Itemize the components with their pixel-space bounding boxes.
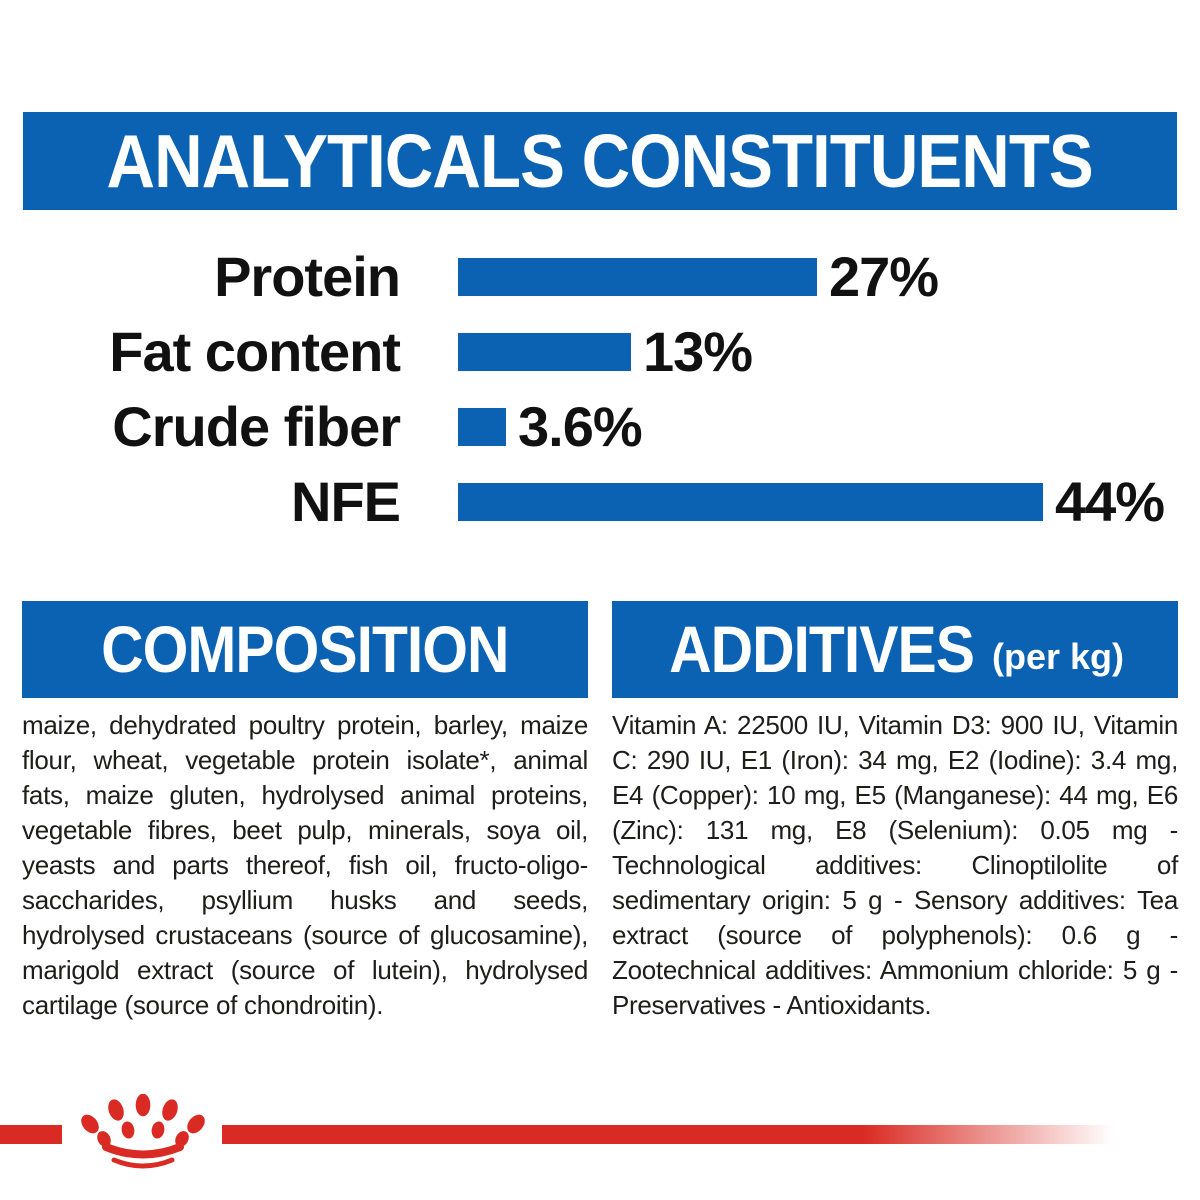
chart-row: Protein 27% xyxy=(0,239,1200,314)
chart-value-label: 44% xyxy=(1055,470,1165,533)
chart-bar xyxy=(458,257,817,296)
composition-title: COMPOSITION xyxy=(101,612,509,687)
red-band-left-segment xyxy=(0,1125,62,1144)
additives-header-bar: ADDITIVES (per kg) xyxy=(612,601,1178,698)
chart-bar xyxy=(458,407,506,446)
analyticals-header-bar: ANALYTICALS CONSTITUENTS xyxy=(23,112,1177,210)
chart-category-label: NFE xyxy=(291,470,401,533)
constituents-chart: Protein 27% Fat content 13% Crude fiber 3.6% N… xyxy=(0,239,1200,539)
additives-per-kg-label: (per kg) xyxy=(992,635,1125,677)
chart-category-label: Protein xyxy=(214,245,401,308)
composition-body-text: maize, dehydrated poultry protein, barle… xyxy=(22,710,588,1020)
composition-section: COMPOSITION maize, dehydrated poultry pr… xyxy=(22,601,588,1023)
info-columns: COMPOSITION maize, dehydrated poultry pr… xyxy=(22,601,1178,1023)
chart-row: NFE 44% xyxy=(0,464,1200,539)
chart-category-label: Fat content xyxy=(109,320,401,383)
chart-value-label: 13% xyxy=(643,320,753,383)
additives-title: ADDITIVES xyxy=(669,612,975,687)
chart-row: Fat content 13% xyxy=(0,314,1200,389)
chart-bar xyxy=(458,332,631,371)
chart-row: Crude fiber 3.6% xyxy=(0,389,1200,464)
composition-header-bar: COMPOSITION xyxy=(22,601,588,698)
red-band-right-segment xyxy=(222,1125,1113,1144)
royal-canin-crown-icon xyxy=(81,1094,205,1169)
analyticals-title: ANALYTICALS CONSTITUENTS xyxy=(106,118,1094,204)
chart-value-label: 3.6% xyxy=(518,395,643,458)
additives-body-text: Vitamin A: 22500 IU, Vitamin D3: 900 IU,… xyxy=(612,710,1178,1020)
chart-value-label: 27% xyxy=(829,245,939,308)
additives-section: ADDITIVES (per kg) Vitamin A: 22500 IU, … xyxy=(612,601,1178,1023)
chart-category-label: Crude fiber xyxy=(112,395,401,458)
chart-bar xyxy=(458,482,1043,521)
